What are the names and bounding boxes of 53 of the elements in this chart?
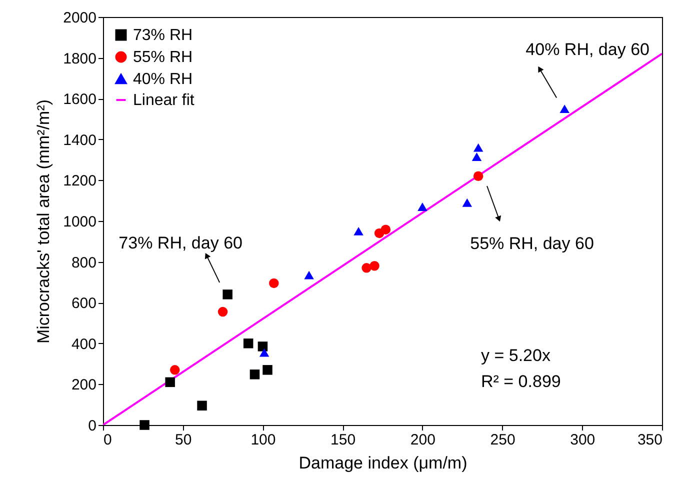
point bbox=[165, 377, 175, 388]
point bbox=[269, 278, 279, 288]
legend-label: 73% RH bbox=[133, 27, 193, 44]
y-tick-label: 400 bbox=[71, 336, 96, 353]
point bbox=[560, 104, 570, 114]
y-tick-label: 1400 bbox=[63, 132, 96, 149]
point bbox=[380, 224, 391, 234]
legend-label: Linear fit bbox=[133, 92, 195, 109]
point bbox=[218, 306, 228, 317]
point bbox=[222, 290, 232, 300]
point bbox=[354, 226, 364, 236]
legend-label: 40% RH bbox=[133, 71, 193, 88]
annotation: 55% RH, day 60 bbox=[470, 234, 594, 253]
y-tick-label: 600 bbox=[71, 295, 96, 312]
x-tick-label: 0 bbox=[104, 432, 112, 448]
y-tick-label: 1200 bbox=[63, 172, 96, 190]
point bbox=[418, 202, 428, 211]
point bbox=[259, 348, 270, 357]
point bbox=[473, 143, 484, 152]
annotation: 40% RH, day 60 bbox=[526, 40, 650, 59]
point bbox=[462, 198, 472, 207]
y-tick-label: 1600 bbox=[63, 91, 96, 108]
x-tick-label: 350 bbox=[637, 432, 662, 448]
point bbox=[473, 171, 484, 181]
legend-label: 55% RH bbox=[133, 49, 193, 66]
y-tick-label: 2000 bbox=[63, 10, 96, 26]
y-tick-label: 1800 bbox=[63, 50, 96, 68]
annotation: 73% RH, day 60 bbox=[118, 233, 242, 252]
point bbox=[262, 365, 272, 375]
x-tick-label: 200 bbox=[410, 432, 436, 448]
annotation: R² = 0.899 bbox=[481, 372, 561, 391]
y-tick-label: 200 bbox=[71, 376, 96, 394]
point bbox=[472, 152, 482, 161]
y-tick-label: 800 bbox=[71, 254, 96, 272]
y-tick-label: 1000 bbox=[63, 214, 96, 230]
point bbox=[258, 342, 268, 352]
x-tick-label: 100 bbox=[250, 432, 276, 448]
annotation: y = 5.20x bbox=[481, 346, 551, 365]
point bbox=[362, 263, 372, 273]
point bbox=[170, 365, 180, 375]
point bbox=[197, 400, 207, 410]
x-axis-title: Damage index (μm/m) bbox=[298, 454, 468, 472]
x-tick-label: 300 bbox=[570, 432, 596, 448]
y-axis-title: Microcracks' total area (mm²/m²) bbox=[34, 99, 54, 344]
point bbox=[140, 420, 150, 430]
x-tick-label: 150 bbox=[330, 432, 356, 448]
point bbox=[370, 261, 380, 271]
point bbox=[304, 270, 314, 280]
point bbox=[243, 338, 254, 348]
x-tick-label: 250 bbox=[490, 432, 516, 448]
point bbox=[250, 370, 260, 380]
y-tick-label: 0 bbox=[88, 418, 96, 434]
x-tick-label: 50 bbox=[175, 432, 192, 448]
